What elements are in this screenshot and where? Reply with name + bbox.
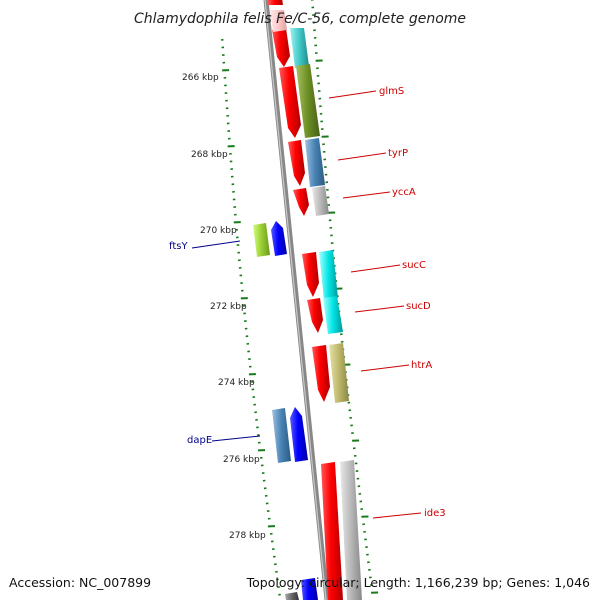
cog-block bbox=[270, 10, 287, 32]
scale-label: 276 kbp bbox=[223, 455, 260, 465]
gene-label-htrA[interactable]: htrA bbox=[411, 360, 432, 371]
topology-label: Topology: circular; Length: 1,166,239 bp… bbox=[246, 575, 590, 590]
cds-forward bbox=[302, 252, 319, 297]
cds-forward bbox=[272, 28, 290, 67]
cds-forward bbox=[288, 140, 305, 186]
leader-line-yccA bbox=[342, 191, 391, 199]
cds-forward bbox=[321, 462, 343, 600]
leader-line-glmS bbox=[328, 90, 377, 99]
cds-reverse bbox=[290, 407, 308, 462]
gene-label-tyrP[interactable]: tyrP bbox=[388, 148, 408, 159]
scale-label: 272 kbp bbox=[210, 302, 247, 312]
genome-backbone-highlight bbox=[264, 0, 327, 600]
cog-block bbox=[340, 460, 362, 600]
scale-labels: 266 kbp 268 kbp 270 kbp 272 kbp 274 kbp … bbox=[182, 73, 266, 541]
gene-label-ftsY[interactable]: ftsY bbox=[169, 241, 188, 252]
gene-labels: glmS tyrP yccA ftsY sucC sucD htrA dapE … bbox=[169, 86, 446, 519]
leader-line-dapE bbox=[211, 435, 261, 442]
cds-forward bbox=[268, 0, 283, 5]
accession-label: Accession: NC_007899 bbox=[9, 575, 151, 590]
scale-label: 278 kbp bbox=[229, 531, 266, 541]
cog-block bbox=[329, 343, 349, 403]
gene-label-glmS[interactable]: glmS bbox=[379, 86, 404, 97]
cog-block bbox=[305, 138, 325, 187]
cog-blocks bbox=[270, 10, 362, 600]
cog-block bbox=[296, 64, 320, 138]
forward-strand-cds bbox=[268, 0, 343, 600]
cds-forward bbox=[279, 66, 301, 138]
cog-block bbox=[253, 223, 270, 257]
leader-line-htrA bbox=[360, 364, 410, 372]
cds-forward bbox=[293, 188, 309, 216]
reverse-strand-cds bbox=[253, 221, 318, 600]
cds-forward bbox=[307, 298, 323, 333]
gene-label-yccA[interactable]: yccA bbox=[392, 187, 416, 198]
leader-line-ftsY bbox=[191, 240, 241, 249]
cog-block bbox=[319, 250, 338, 300]
leader-line-sucC bbox=[350, 264, 401, 273]
scale-label: 274 kbp bbox=[218, 378, 255, 388]
cds-forward bbox=[312, 345, 330, 402]
gene-label-sucD[interactable]: sucD bbox=[406, 301, 431, 312]
gene-label-sucC[interactable]: sucC bbox=[402, 260, 426, 271]
cog-block bbox=[290, 28, 309, 68]
gene-leader-lines bbox=[191, 90, 422, 519]
scale-label: 270 kbp bbox=[200, 226, 237, 236]
map-title: Chlamydophila felis Fe/C-56, complete ge… bbox=[134, 11, 466, 27]
genome-backbone bbox=[263, 0, 330, 600]
gene-label-ide3[interactable]: ide3 bbox=[424, 508, 446, 519]
cog-block bbox=[312, 186, 329, 216]
scale-label: 268 kbp bbox=[191, 150, 228, 160]
leader-line-ide3 bbox=[372, 512, 422, 519]
cds-reverse-partial bbox=[301, 578, 318, 600]
cog-block bbox=[323, 296, 343, 334]
cog-block bbox=[272, 408, 291, 463]
gene-label-dapE[interactable]: dapE bbox=[187, 435, 212, 446]
leader-line-tyrP bbox=[337, 152, 387, 161]
cds-reverse bbox=[271, 221, 287, 256]
cog-block-partial bbox=[285, 592, 299, 600]
leader-line-sucD bbox=[354, 305, 405, 313]
scale-label: 266 kbp bbox=[182, 73, 219, 83]
